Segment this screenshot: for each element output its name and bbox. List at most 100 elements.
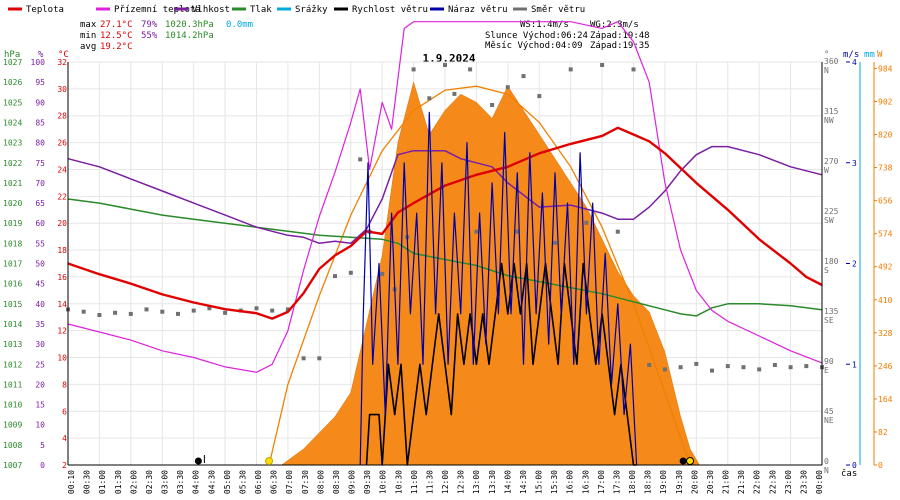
legend-item-rain: Srážky xyxy=(277,5,328,15)
direction-tick-compass: NE xyxy=(824,416,834,425)
time-tick-label: 06:30 xyxy=(270,470,279,494)
wind-direction-point xyxy=(128,311,133,316)
time-tick-label: 17:30 xyxy=(612,470,621,494)
time-tick-label: 01:00 xyxy=(98,470,107,494)
wind-direction-point xyxy=(568,67,573,72)
pressure-tick-label: 1026 xyxy=(3,78,22,87)
temperature-tick-label: 32 xyxy=(57,58,67,67)
direction-tick-degree: 315 xyxy=(824,107,839,116)
solar-unit-label: W xyxy=(877,50,883,60)
time-tick-label: 21:00 xyxy=(722,470,731,494)
stats-max-temp: 27.1°C xyxy=(100,20,133,30)
sunset-marker xyxy=(686,457,695,465)
direction-tick-degree: 0 xyxy=(824,457,829,466)
temperature-tick-label: 18 xyxy=(57,246,67,255)
wind-direction-point xyxy=(411,67,416,72)
solar-tick-label: 820 xyxy=(878,131,893,140)
time-tick-label: 18:30 xyxy=(644,470,653,494)
time-tick-label: 08:00 xyxy=(316,470,325,494)
wind-direction-point xyxy=(505,85,510,90)
wind-speed-line xyxy=(365,262,637,466)
humidity-tick-label: 25 xyxy=(35,360,45,369)
wind-direction-point xyxy=(521,74,526,79)
wind-direction-point xyxy=(741,365,746,370)
humidity-tick-label: 80 xyxy=(35,139,45,148)
wind-direction-point xyxy=(584,220,589,225)
legend-label-rain: Srážky xyxy=(295,5,328,15)
wind-direction-point xyxy=(191,308,196,313)
series-lines-layer xyxy=(67,21,823,466)
solar-tick-label: 246 xyxy=(878,362,893,371)
wind-direction-point xyxy=(254,306,259,311)
wind-direction-point xyxy=(615,229,620,234)
pressure-tick-label: 1012 xyxy=(3,360,22,369)
stats-min-humidity: 55% xyxy=(141,31,158,41)
time-tick-label: 08:30 xyxy=(332,470,341,494)
right-axis-units: ° m/s mm W xyxy=(824,50,883,60)
temperature-tick-label: 16 xyxy=(57,273,67,282)
solar-theoretical-curve xyxy=(268,85,691,466)
info-block: WS:1.4m/s WG:2.3m/s Slunce Východ:06:24 … xyxy=(485,20,650,51)
ground-temperature-line xyxy=(67,21,823,373)
moon-set-marker xyxy=(679,457,687,465)
pressure-tick-label: 1008 xyxy=(3,441,22,450)
time-tick-label: 05:30 xyxy=(238,470,247,494)
legend-label-temperature: Teplota xyxy=(26,5,64,15)
pressure-tick-label: 1007 xyxy=(3,461,22,470)
solar-tick-label: 328 xyxy=(878,329,893,338)
wind-direction-point xyxy=(804,364,809,369)
direction-tick-compass: S xyxy=(824,266,829,275)
temperature-line xyxy=(67,126,823,320)
solar-radiation-layer xyxy=(268,81,700,466)
pressure-tick-label: 1020 xyxy=(3,199,22,208)
wind-tick-label: 4 xyxy=(852,58,857,67)
wind-direction-point xyxy=(757,367,762,372)
direction-tick-compass: SW xyxy=(824,216,834,225)
time-tick-label: 11:00 xyxy=(410,470,419,494)
axes-layer: 1007100810091010101110121013101410151016… xyxy=(3,57,893,494)
time-tick-label: 23:00 xyxy=(784,470,793,494)
stats-avg-temp: 19.2°C xyxy=(100,42,133,52)
wind-direction-point xyxy=(144,307,149,312)
solar-tick-label: 902 xyxy=(878,97,893,106)
direction-tick-compass: SE xyxy=(824,316,834,325)
temperature-unit-label: °C xyxy=(58,50,69,60)
temperature-tick-label: 8 xyxy=(62,380,67,389)
time-tick-label: 00:30 xyxy=(83,470,92,494)
wind-direction-point xyxy=(515,229,520,234)
wind-direction-point xyxy=(725,364,730,369)
wind-direction-point xyxy=(317,356,322,361)
solar-tick-label: 656 xyxy=(878,197,893,206)
legend-item-ground-temperature: Přízemní teplota xyxy=(96,5,201,15)
humidity-tick-label: 70 xyxy=(35,179,45,188)
wind-direction-point xyxy=(694,361,699,366)
time-tick-label: 00:10 xyxy=(67,470,76,494)
time-tick-label: 05:00 xyxy=(223,470,232,494)
humidity-tick-label: 95 xyxy=(35,78,45,87)
wind-direction-point xyxy=(490,103,495,107)
pressure-tick-label: 1013 xyxy=(3,340,22,349)
solar-tick-label: 164 xyxy=(878,395,893,404)
stats-max-pressure: 1020.3hPa xyxy=(165,20,214,30)
time-tick-label: 07:00 xyxy=(285,470,294,494)
direction-tick-compass: E xyxy=(824,366,829,375)
wind-direction-point xyxy=(553,240,557,245)
direction-tick-degree: 45 xyxy=(824,407,834,416)
direction-tick-degree: 270 xyxy=(824,157,839,166)
humidity-tick-label: 100 xyxy=(31,58,46,67)
humidity-tick-label: 55 xyxy=(35,239,45,248)
time-tick-label: 13:00 xyxy=(472,470,481,494)
legend-item-wind-speed: Rychlost větru xyxy=(334,5,428,15)
wind-direction-point xyxy=(678,365,683,370)
wind-direction-point xyxy=(81,309,86,314)
wind-direction-point xyxy=(380,271,385,276)
solar-tick-label: 492 xyxy=(878,263,893,272)
temperature-tick-label: 28 xyxy=(57,112,67,121)
wind-direction-point xyxy=(662,367,667,372)
wind-direction-point xyxy=(600,63,605,67)
legend-item-humidity: Vlhkost xyxy=(174,5,230,15)
legend-item-wind-direction: Směr větru xyxy=(513,5,585,15)
wind-direction-point xyxy=(207,306,212,311)
humidity-unit-label: % xyxy=(38,50,44,60)
temperature-tick-label: 6 xyxy=(62,407,67,416)
